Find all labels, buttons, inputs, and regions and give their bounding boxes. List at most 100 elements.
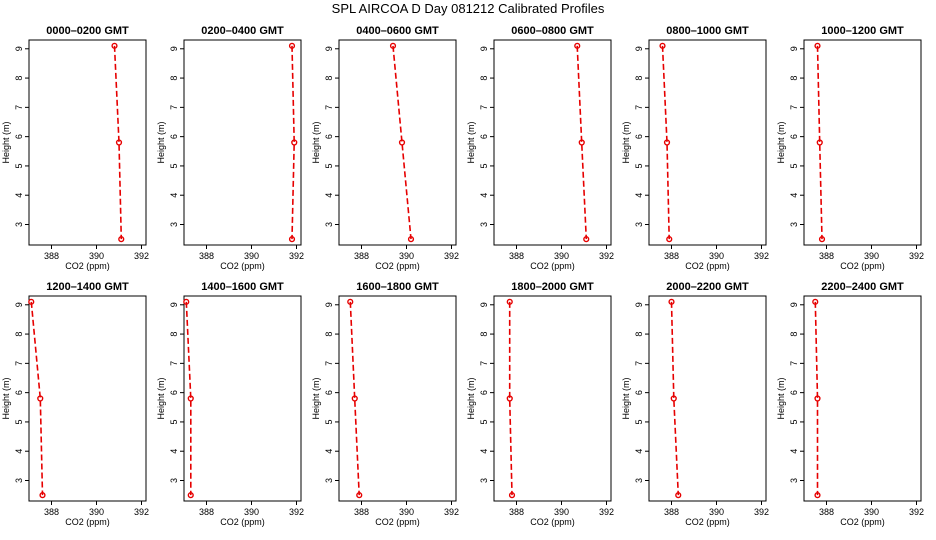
y-tick-label: 3	[169, 222, 179, 227]
panel-title: 1800–2000 GMT	[511, 281, 594, 293]
data-point	[187, 395, 194, 402]
x-tick-label: 388	[819, 251, 834, 261]
data-point	[670, 395, 677, 402]
panel-11: 2000–2200 GMT 388 390 392 3 4 5 6 7 8 9 CO2 (ppm) He…	[621, 281, 769, 527]
y-tick-label: 6	[789, 390, 799, 395]
y-tick-label: 8	[14, 76, 24, 81]
panel-title: 1400–1600 GMT	[201, 281, 284, 293]
x-axis-label: CO2 (ppm)	[220, 261, 265, 271]
figure-title: SPL AIRCOA D Day 081212 Calibrated Profi…	[332, 1, 605, 16]
x-tick-label: 390	[244, 507, 259, 517]
x-axis-label: CO2 (ppm)	[375, 261, 420, 271]
x-tick-label: 388	[664, 507, 679, 517]
y-tick-label: 4	[634, 449, 644, 454]
data-point	[398, 139, 406, 146]
data-point	[37, 395, 44, 402]
x-tick-label: 390	[89, 507, 104, 517]
y-axis-label: Height (m)	[621, 377, 631, 419]
y-tick-label: 4	[14, 449, 24, 454]
y-tick-label: 7	[634, 105, 644, 110]
y-tick-label: 3	[14, 478, 24, 483]
y-tick-label: 9	[634, 46, 644, 51]
data-point	[583, 236, 590, 243]
data-point	[288, 42, 296, 49]
x-axis-label: CO2 (ppm)	[530, 261, 575, 271]
y-tick-label: 6	[324, 390, 334, 395]
y-tick-label: 5	[324, 419, 334, 424]
data-point	[508, 492, 516, 499]
data-point	[347, 298, 354, 305]
profile-line	[30, 301, 44, 496]
x-tick-label: 392	[444, 507, 459, 517]
panel-title: 1200–1400 GMT	[46, 281, 129, 293]
x-tick-label: 392	[289, 507, 304, 517]
plot-frame	[183, 295, 302, 502]
panel-title: 2200–2400 GMT	[821, 281, 904, 293]
plot-frame	[803, 295, 922, 502]
y-tick-label: 4	[789, 449, 799, 454]
x-tick-label: 390	[89, 251, 104, 261]
y-axis-label: Height (m)	[621, 121, 631, 163]
profile-line	[576, 45, 588, 240]
data-point	[183, 298, 190, 305]
data-point	[389, 42, 397, 49]
y-tick-label: 7	[324, 361, 334, 366]
x-tick-label: 388	[44, 507, 59, 517]
x-tick-label: 392	[599, 251, 614, 261]
y-tick-label: 5	[789, 163, 799, 168]
y-tick-label: 5	[14, 163, 24, 168]
x-tick-label: 388	[199, 507, 214, 517]
profile-line	[113, 45, 123, 240]
data-point	[39, 492, 46, 499]
panel-12: 2200–2400 GMT 388 390 392 3 4 5 6 7 8 9 CO2 (ppm) He…	[776, 281, 924, 527]
y-tick-label: 6	[634, 390, 644, 395]
profile-line	[814, 301, 819, 496]
data-point	[818, 236, 826, 243]
x-tick-label: 392	[754, 251, 769, 261]
data-point	[814, 42, 821, 49]
data-point	[814, 395, 821, 402]
x-tick-label: 392	[599, 507, 614, 517]
y-tick-label: 4	[789, 193, 799, 198]
y-tick-label: 8	[169, 76, 179, 81]
y-tick-label: 6	[789, 134, 799, 139]
y-tick-label: 7	[169, 105, 179, 110]
data-point	[506, 298, 513, 305]
x-axis-label: CO2 (ppm)	[65, 517, 110, 527]
y-axis-label: Height (m)	[776, 377, 786, 419]
y-tick-label: 9	[324, 46, 334, 51]
y-tick-label: 7	[634, 361, 644, 366]
x-tick-label: 388	[509, 251, 524, 261]
y-tick-label: 8	[789, 76, 799, 81]
panel-title: 0600–0800 GMT	[511, 25, 594, 37]
y-axis-label: Height (m)	[311, 121, 321, 163]
data-point	[675, 492, 682, 499]
profile-line	[349, 301, 360, 496]
y-tick-label: 6	[479, 390, 489, 395]
y-axis-label: Height (m)	[466, 121, 476, 163]
y-tick-label: 6	[14, 134, 24, 139]
y-tick-label: 9	[169, 302, 179, 307]
y-tick-label: 8	[324, 76, 334, 81]
profile-line	[291, 45, 296, 240]
x-tick-label: 388	[509, 507, 524, 517]
panel-title: 0800–1000 GMT	[666, 25, 749, 37]
x-tick-label: 390	[864, 507, 879, 517]
data-point	[407, 236, 415, 243]
y-tick-label: 7	[479, 361, 489, 366]
profile-line	[661, 45, 670, 240]
y-tick-label: 8	[479, 332, 489, 337]
panel-7: 1200–1400 GMT 388 390 392 3 4 5 6 7 8 9 CO2 (ppm) He…	[1, 281, 149, 527]
y-axis-label: Height (m)	[311, 377, 321, 419]
y-tick-label: 9	[14, 46, 24, 51]
y-tick-label: 4	[169, 449, 179, 454]
y-tick-label: 6	[169, 390, 179, 395]
x-tick-label: 388	[354, 507, 369, 517]
data-point	[659, 42, 666, 49]
y-tick-label: 7	[789, 105, 799, 110]
data-point	[574, 42, 581, 49]
panel-title: 0400–0600 GMT	[356, 25, 439, 37]
y-tick-label: 5	[169, 163, 179, 168]
